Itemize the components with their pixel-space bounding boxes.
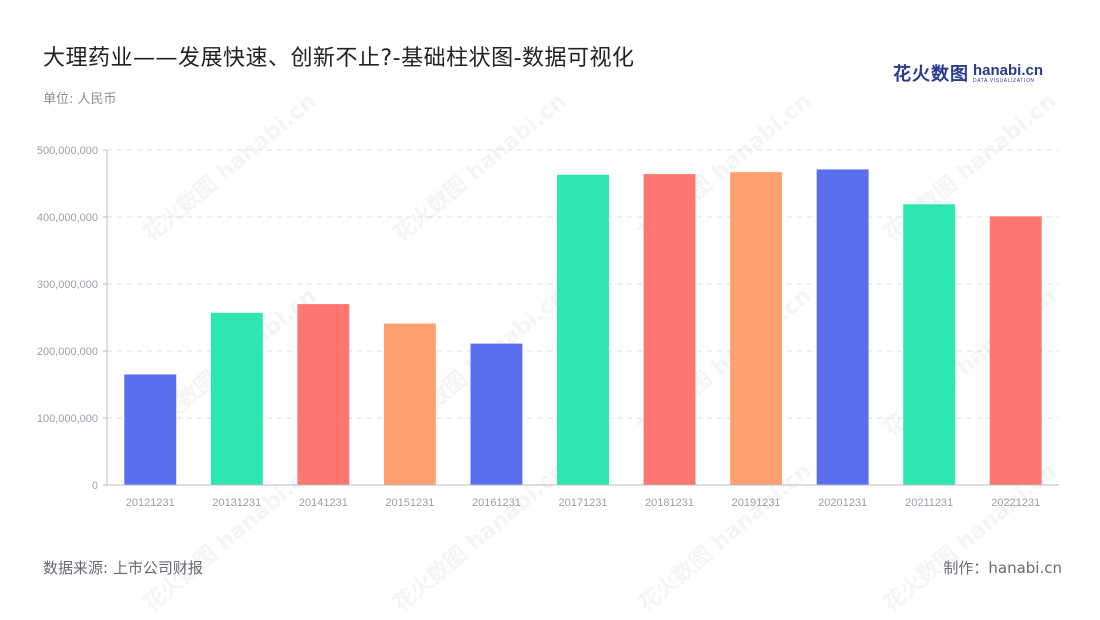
bar-20191231[interactable] — [730, 172, 783, 486]
brand-logo-en-block: hanabi.cn DATA VISUALIZATION — [973, 63, 1043, 84]
y-tick-label: 300,000,000 — [37, 279, 98, 291]
y-tick-label: 200,000,000 — [37, 346, 98, 358]
y-tick-label: 100,000,000 — [37, 413, 98, 425]
bar-20141231[interactable] — [297, 304, 350, 485]
x-tick-label: 20211231 — [905, 497, 953, 509]
data-source: 数据来源: 上市公司财报 — [43, 559, 203, 577]
x-tick-label: 20181231 — [645, 497, 694, 509]
x-tick-label: 20141231 — [299, 497, 348, 509]
bar-20121231[interactable] — [124, 374, 177, 485]
x-tick-labels: 20121231 20131231 20141231 20151231 20161231… — [126, 497, 1040, 509]
x-tick-label: 20151231 — [385, 497, 434, 509]
brand-logo: 花火数图 hanabi.cn DATA VISUALIZATION — [893, 60, 1043, 86]
brand-logo-sub: DATA VISUALIZATION — [973, 77, 1035, 84]
brand-logo-cn: 花火数图 — [893, 64, 969, 85]
x-tick-label: 20201231 — [818, 497, 867, 509]
bar-20161231[interactable] — [470, 343, 523, 485]
grid-lines — [107, 149, 1059, 419]
y-tick-labels: 0 100,000,000 200,000,000 300,000,000 400,00… — [37, 145, 98, 492]
y-tick-label: 0 — [92, 480, 98, 492]
unit-label: 单位: 人民币 — [43, 92, 117, 107]
x-tick-label: 20221231 — [991, 497, 1040, 509]
bars — [124, 169, 1042, 486]
axes — [103, 149, 1059, 486]
bar-20171231[interactable] — [557, 174, 609, 486]
x-tick-label: 20131231 — [212, 497, 261, 509]
x-tick-label: 20121231 — [126, 497, 175, 509]
y-tick-label: 500,000,000 — [37, 145, 98, 157]
bar-20211231[interactable] — [903, 204, 956, 485]
y-tick-label: 400,000,000 — [37, 212, 98, 224]
brand-logo-en: hanabi.cn — [973, 61, 1044, 79]
x-tick-label: 20171231 — [559, 497, 608, 509]
bar-20201231[interactable] — [816, 169, 869, 485]
chart-title: 大理药业——发展快速、创新不止?-基础柱状图-数据可视化 — [43, 46, 635, 71]
bar-20131231[interactable] — [210, 312, 263, 485]
bar-20181231[interactable] — [643, 174, 696, 485]
bar-20221231[interactable] — [989, 216, 1042, 485]
x-tick-label: 20161231 — [472, 497, 521, 509]
x-tick-label: 20191231 — [732, 497, 781, 509]
maker-credit: 制作：hanabi.cn — [943, 559, 1062, 577]
bar-20151231[interactable] — [383, 323, 436, 485]
